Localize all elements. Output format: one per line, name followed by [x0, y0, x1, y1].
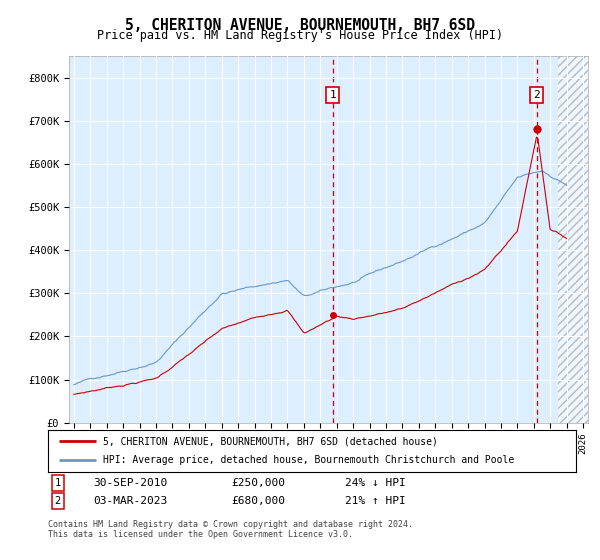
Text: 30-SEP-2010: 30-SEP-2010	[93, 478, 167, 488]
Text: 24% ↓ HPI: 24% ↓ HPI	[345, 478, 406, 488]
Text: £680,000: £680,000	[231, 496, 285, 506]
Text: Contains HM Land Registry data © Crown copyright and database right 2024.
This d: Contains HM Land Registry data © Crown c…	[48, 520, 413, 539]
Text: Price paid vs. HM Land Registry's House Price Index (HPI): Price paid vs. HM Land Registry's House …	[97, 29, 503, 42]
Text: HPI: Average price, detached house, Bournemouth Christchurch and Poole: HPI: Average price, detached house, Bour…	[103, 455, 515, 465]
Bar	[559, 56, 599, 423]
Text: 2: 2	[533, 90, 540, 100]
Text: 2: 2	[55, 496, 61, 506]
Text: £250,000: £250,000	[231, 478, 285, 488]
Text: 5, CHERITON AVENUE, BOURNEMOUTH, BH7 6SD: 5, CHERITON AVENUE, BOURNEMOUTH, BH7 6SD	[125, 18, 475, 33]
Text: 1: 1	[55, 478, 61, 488]
Bar	[559, 56, 599, 423]
Text: 21% ↑ HPI: 21% ↑ HPI	[345, 496, 406, 506]
Text: 03-MAR-2023: 03-MAR-2023	[93, 496, 167, 506]
Text: 5, CHERITON AVENUE, BOURNEMOUTH, BH7 6SD (detached house): 5, CHERITON AVENUE, BOURNEMOUTH, BH7 6SD…	[103, 436, 439, 446]
Text: 1: 1	[329, 90, 336, 100]
